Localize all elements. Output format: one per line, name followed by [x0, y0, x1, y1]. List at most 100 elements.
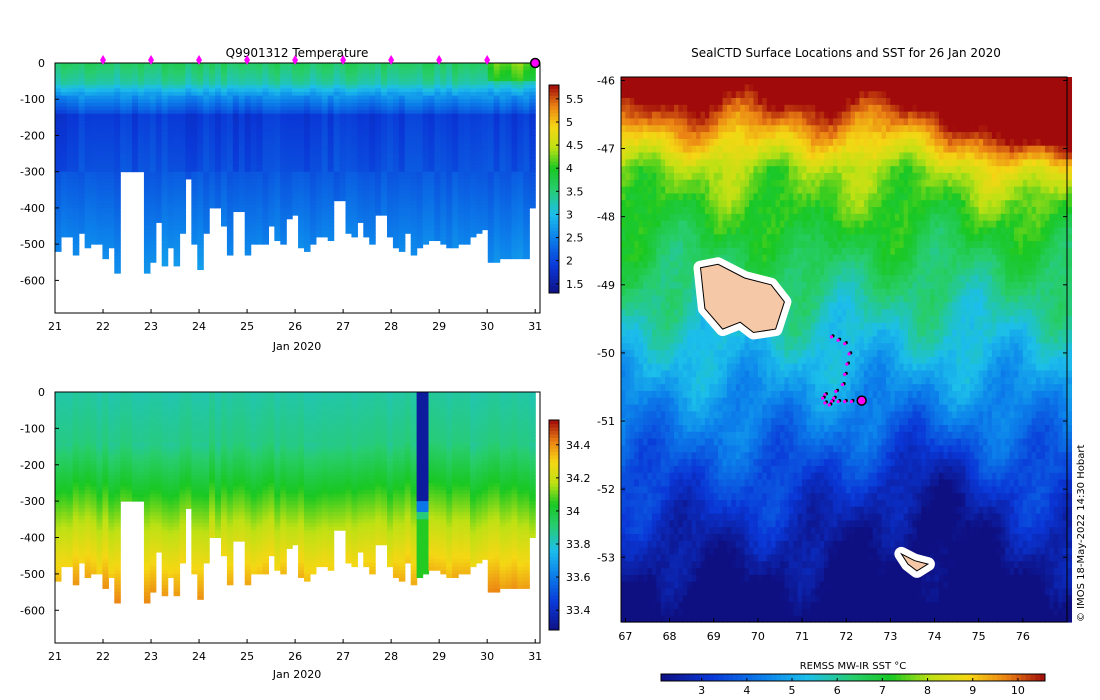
latest-profile-marker: [529, 57, 541, 69]
latest-location-marker: [856, 395, 867, 406]
track-profile-marker: [823, 401, 827, 405]
track-profile-marker: [832, 396, 836, 400]
lat-tick-label: -48: [597, 211, 615, 224]
x-tick-label: 27: [336, 650, 350, 663]
salinity-section-panel: 21 22 23 24 25 26 27 28 29 30 31 0 -100 -200 -300 -400 -…: [20, 386, 590, 681]
sst-colorbar-tick-label: 4: [743, 684, 750, 697]
lon-tick-label: 76: [1016, 630, 1030, 643]
x-tick-label: 31: [528, 650, 542, 663]
sst-map-title: SealCTD Surface Locations and SST for 26…: [691, 46, 1001, 60]
sst-colorbar-tick-label: 8: [924, 684, 931, 697]
y-tick-label: -100: [20, 422, 45, 435]
x-tick-label: 30: [480, 650, 494, 663]
x-tick-label: 31: [528, 320, 542, 333]
y-tick-label: -600: [20, 604, 45, 617]
track-profile-marker: [823, 393, 827, 397]
y-tick-label: -300: [20, 495, 45, 508]
track-profile-marker: [836, 399, 840, 404]
x-tick-label: 28: [384, 650, 398, 663]
temperature-plot-area: [55, 63, 536, 274]
lat-tick-label: -46: [597, 74, 615, 87]
sst-colorbar-frame: [660, 673, 1046, 682]
x-tick-label: 29: [432, 650, 446, 663]
track-profile-marker: [843, 372, 847, 376]
sst-colorbar-tick-label: 9: [969, 684, 976, 697]
y-tick-label: -200: [20, 459, 45, 472]
x-tick-label: 23: [144, 320, 158, 333]
sst-map-axes-frame: [620, 76, 1068, 623]
y-tick-label: 0: [38, 57, 45, 70]
lat-tick-label: -53: [597, 551, 615, 564]
x-tick-label: 26: [288, 320, 302, 333]
lat-tick-label: -50: [597, 347, 615, 360]
profile-marker: [484, 55, 491, 65]
colorbar-tick-label: 4.5: [566, 139, 584, 152]
track-profile-marker: [843, 399, 847, 404]
lat-tick-label: -49: [597, 279, 615, 292]
lat-tick-label: -47: [597, 143, 615, 156]
lat-tick-label: -51: [597, 415, 615, 428]
lon-tick-label: 74: [928, 630, 942, 643]
colorbar-tick-label: 33.6: [566, 571, 591, 584]
lon-tick-label: 69: [707, 630, 721, 643]
x-tick-label: 25: [240, 320, 254, 333]
profile-marker: [292, 55, 299, 65]
colorbar-tick-label: 5.5: [566, 93, 584, 106]
profile-marker: [388, 55, 395, 65]
colorbar-tick-label: 4: [566, 162, 573, 175]
profile-marker: [148, 55, 155, 65]
x-tick-label: 30: [480, 320, 494, 333]
salinity-xlabel: Jan 2020: [272, 668, 321, 681]
track-profile-marker: [829, 335, 834, 339]
salinity-plot-area: [55, 392, 536, 604]
lon-tick-label: 73: [883, 630, 897, 643]
colorbar-tick-label: 34.4: [566, 439, 591, 452]
x-tick-label: 26: [288, 650, 302, 663]
temperature-xlabel: Jan 2020: [272, 340, 321, 353]
y-tick-label: -500: [20, 238, 45, 251]
profile-marker: [244, 55, 251, 65]
track-profile-marker: [840, 382, 845, 387]
sst-colorbar: 3 4 5 6 7 8 9 10: [660, 673, 1046, 697]
profile-marker: [100, 55, 107, 65]
sst-colorbar-tick-label: 6: [834, 684, 841, 697]
lon-tick-label: 67: [618, 630, 632, 643]
island-kerguelen: [699, 263, 785, 334]
x-tick-label: 22: [96, 320, 110, 333]
track-profile-marker: [845, 362, 849, 366]
y-tick-label: -200: [20, 129, 45, 142]
sst-colorbar-tick-label: 3: [698, 684, 705, 697]
lon-tick-label: 75: [972, 630, 986, 643]
track-profile-marker: [847, 352, 851, 356]
x-tick-label: 24: [192, 650, 206, 663]
x-tick-label: 21: [48, 320, 62, 333]
x-tick-label: 25: [240, 650, 254, 663]
colorbar-frame: [548, 419, 560, 631]
track-profile-marker: [827, 403, 831, 407]
profile-marker: [340, 55, 347, 65]
sst-map-plot-area: [621, 77, 1073, 623]
colorbar-tick-label: 3.5: [566, 185, 584, 198]
temperature-axes: 21 22 23 24 25 26 27 28 29 30 31 0 -100 -200 -300 -400 -…: [20, 55, 542, 333]
profile-marker: [436, 55, 443, 65]
colorbar-tick-label: 34: [566, 505, 580, 518]
colorbar-tick-label: 2: [566, 255, 573, 268]
colorbar-tick-label: 33.4: [566, 604, 591, 617]
profile-marker: [196, 55, 203, 65]
lon-tick-label: 71: [795, 630, 809, 643]
salinity-colorbar: 33.4 33.6 33.8 34 34.2 34.4: [548, 419, 591, 631]
sst-colorbar-tick-label: 5: [789, 684, 796, 697]
x-tick-label: 27: [336, 320, 350, 333]
temperature-section-panel: Q9901312 Temperature 21 22 23 24 25 26 27 28 29 3…: [20, 46, 583, 353]
sst-map-axes: 67 68 69 70 71 72 73 74 75 76 -46 -47 -48 -49 -50 -51 -5…: [597, 74, 1067, 643]
colorbar-tick-label: 2.5: [566, 232, 584, 245]
track-profile-marker: [849, 399, 853, 404]
colorbar-tick-label: 1.5: [566, 278, 584, 291]
lon-tick-label: 70: [751, 630, 765, 643]
colorbar-frame: [548, 84, 560, 294]
lat-tick-label: -52: [597, 483, 615, 496]
track-profile-marker: [836, 338, 840, 342]
salinity-axes-frame: [54, 391, 541, 644]
lon-tick-label: 72: [839, 630, 853, 643]
